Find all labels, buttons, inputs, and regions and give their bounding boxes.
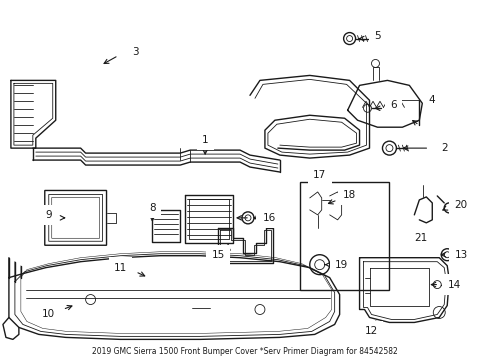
Text: 4: 4 bbox=[428, 95, 435, 105]
Text: 8: 8 bbox=[149, 203, 156, 213]
Text: 10: 10 bbox=[42, 310, 55, 319]
Text: 16: 16 bbox=[263, 213, 276, 223]
Text: 12: 12 bbox=[365, 327, 378, 336]
Text: 2: 2 bbox=[441, 143, 447, 153]
Text: 6: 6 bbox=[390, 100, 397, 110]
Bar bbox=[300, 182, 390, 289]
Text: 11: 11 bbox=[114, 263, 127, 273]
Text: 7: 7 bbox=[262, 213, 268, 223]
Text: 2019 GMC Sierra 1500 Front Bumper Cover *Serv Primer Diagram for 84542582: 2019 GMC Sierra 1500 Front Bumper Cover … bbox=[92, 347, 398, 356]
Text: 17: 17 bbox=[313, 170, 326, 180]
Text: 14: 14 bbox=[447, 280, 461, 289]
Text: 5: 5 bbox=[374, 31, 381, 41]
Text: 13: 13 bbox=[455, 250, 468, 260]
Text: 3: 3 bbox=[132, 48, 139, 58]
Text: 9: 9 bbox=[46, 210, 52, 220]
Text: 15: 15 bbox=[212, 250, 225, 260]
Text: 19: 19 bbox=[335, 260, 348, 270]
Text: 1: 1 bbox=[202, 135, 208, 145]
Text: 20: 20 bbox=[455, 200, 468, 210]
Text: 21: 21 bbox=[415, 233, 428, 243]
Text: 18: 18 bbox=[343, 190, 356, 200]
